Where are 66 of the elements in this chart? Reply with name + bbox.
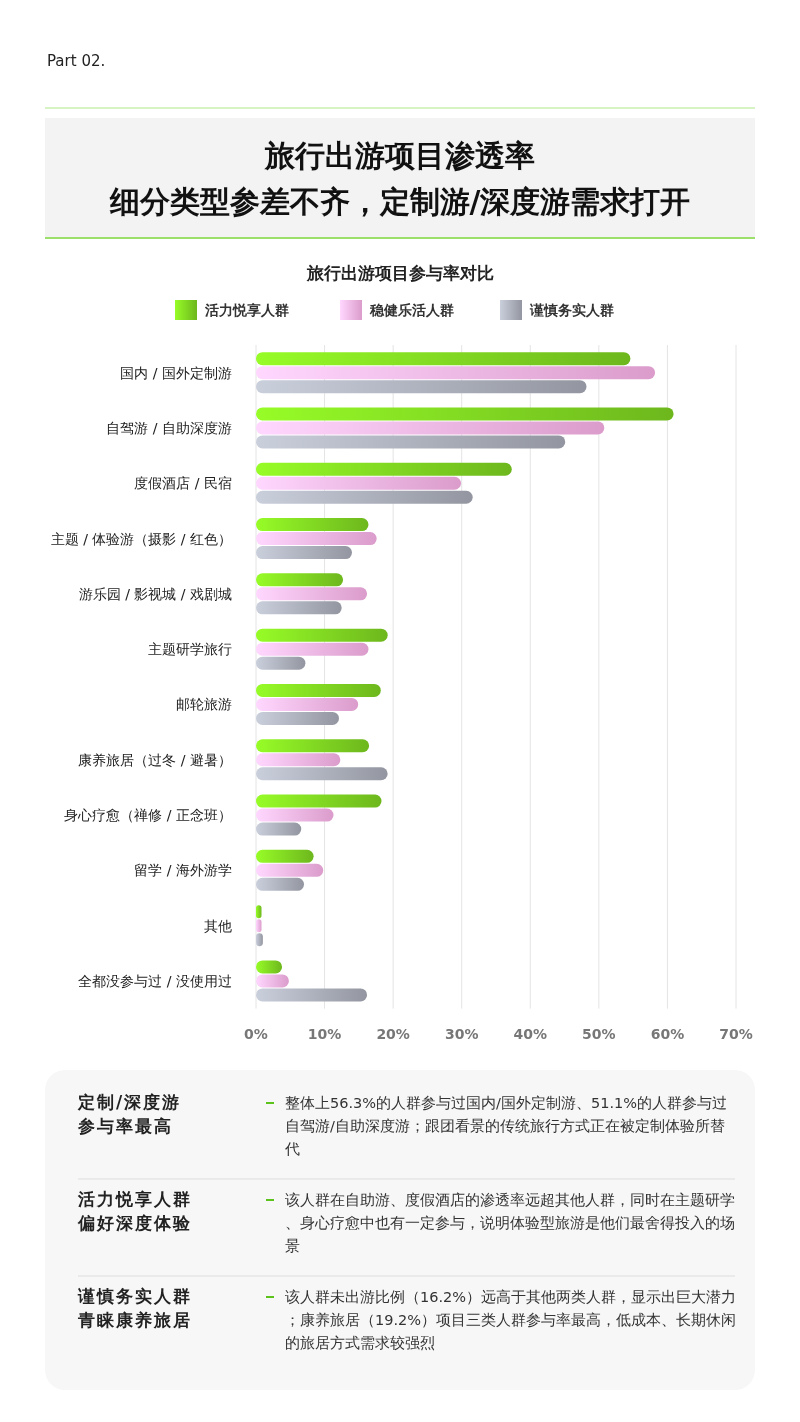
y-tick-label: 邮轮旅游 — [176, 696, 232, 713]
bar — [256, 476, 462, 490]
x-tick-label: 60% — [650, 1025, 685, 1042]
x-tick-label: 0% — [244, 1025, 268, 1042]
bar — [256, 601, 342, 615]
bar — [256, 822, 302, 836]
bar — [256, 532, 377, 546]
text: 定制/深度游参与率最高 — [77, 1092, 182, 1136]
bar — [256, 697, 359, 711]
bar — [256, 877, 304, 891]
bar — [256, 462, 512, 476]
text: 该人群在自助游、度假酒店的渗透率远超其他人群，同时在主题研学、身心疗愈中也有一定参与，说明体验型旅游是他们最舍得投入的场景 — [285, 1192, 735, 1254]
bar — [256, 546, 352, 560]
legend-label: 活力悦享人群 — [204, 302, 289, 318]
bar — [256, 380, 587, 394]
x-tick-label: 20% — [376, 1025, 410, 1042]
bar — [256, 587, 368, 601]
y-tick-label: 国内 / 国外定制游 — [120, 364, 232, 381]
text: 活力悦享人群偏好深度体验 — [77, 1189, 192, 1233]
chart-title: 旅行出游项目渗透率 — [264, 138, 535, 173]
bar — [256, 573, 344, 587]
x-tick-label: 70% — [719, 1025, 753, 1042]
y-tick-label: 全都没参与过 / 没使用过 — [78, 972, 232, 989]
bar — [256, 352, 631, 366]
y-tick-label: 留学 / 海外游学 — [134, 862, 232, 879]
bar — [256, 808, 334, 822]
y-tick-label: 度假酒店 / 民宿 — [134, 475, 232, 492]
x-tick-label: 40% — [513, 1025, 548, 1042]
bar — [256, 988, 368, 1002]
bar — [256, 849, 314, 863]
legend-label: 稳健乐活人群 — [369, 302, 454, 318]
bar — [256, 490, 473, 504]
y-tick-label: 主题研学旅行 — [148, 641, 232, 658]
x-tick-label: 30% — [444, 1025, 479, 1042]
bar — [256, 628, 388, 642]
x-tick-label: 50% — [582, 1025, 616, 1042]
bar — [256, 933, 263, 947]
bar — [256, 753, 341, 767]
y-tick-label: 身心疗愈（禅修 / 正念班） — [64, 807, 232, 824]
bar — [256, 366, 656, 380]
y-tick-label: 游乐园 / 影视城 / 戏剧城 — [78, 585, 232, 602]
chart-subtitle: 细分类型参差不齐，定制游/深度游需求打开 — [108, 184, 691, 219]
legend-label: 谨慎务实人群 — [529, 302, 614, 318]
bar — [256, 683, 381, 697]
y-tick-label: 康养旅居（过冬 / 避暑） — [78, 751, 232, 768]
text: 整体上56.3%的人群参与过国内/国外定制游、51.1%的人群参与过自驾游/自助深度游；跟团看景的传统旅行方式正在被定制体验所替代 — [284, 1095, 728, 1157]
bar — [256, 518, 369, 532]
text: Part 02. — [47, 52, 106, 70]
y-tick-label: 其他 — [204, 917, 232, 934]
bar — [256, 794, 382, 808]
bar — [256, 435, 566, 449]
text: 该人群未出游比例（16.2%）远高于其他两类人群，显示出巨大潜力；康养旅居（19.2%）项目三类人群参与率最高，低成本、长期休闲的旅居方式需求较强烈 — [285, 1289, 737, 1351]
y-tick-label: 主题 / 体验游（摄影 / 红色） — [50, 530, 232, 547]
text: 旅行出游项目参与率对比 — [305, 263, 494, 283]
bar — [256, 656, 306, 670]
bar — [256, 863, 324, 877]
bar — [256, 739, 370, 753]
bar — [256, 974, 289, 988]
bar — [256, 711, 339, 725]
y-tick-label: 自驾游 / 自助深度游 — [106, 419, 232, 436]
bar — [256, 407, 674, 421]
text: 谨慎务实人群青睐康养旅居 — [77, 1286, 192, 1330]
bar — [256, 421, 605, 435]
x-tick-label: 10% — [307, 1025, 342, 1042]
bar — [256, 767, 388, 781]
bar — [256, 642, 369, 656]
